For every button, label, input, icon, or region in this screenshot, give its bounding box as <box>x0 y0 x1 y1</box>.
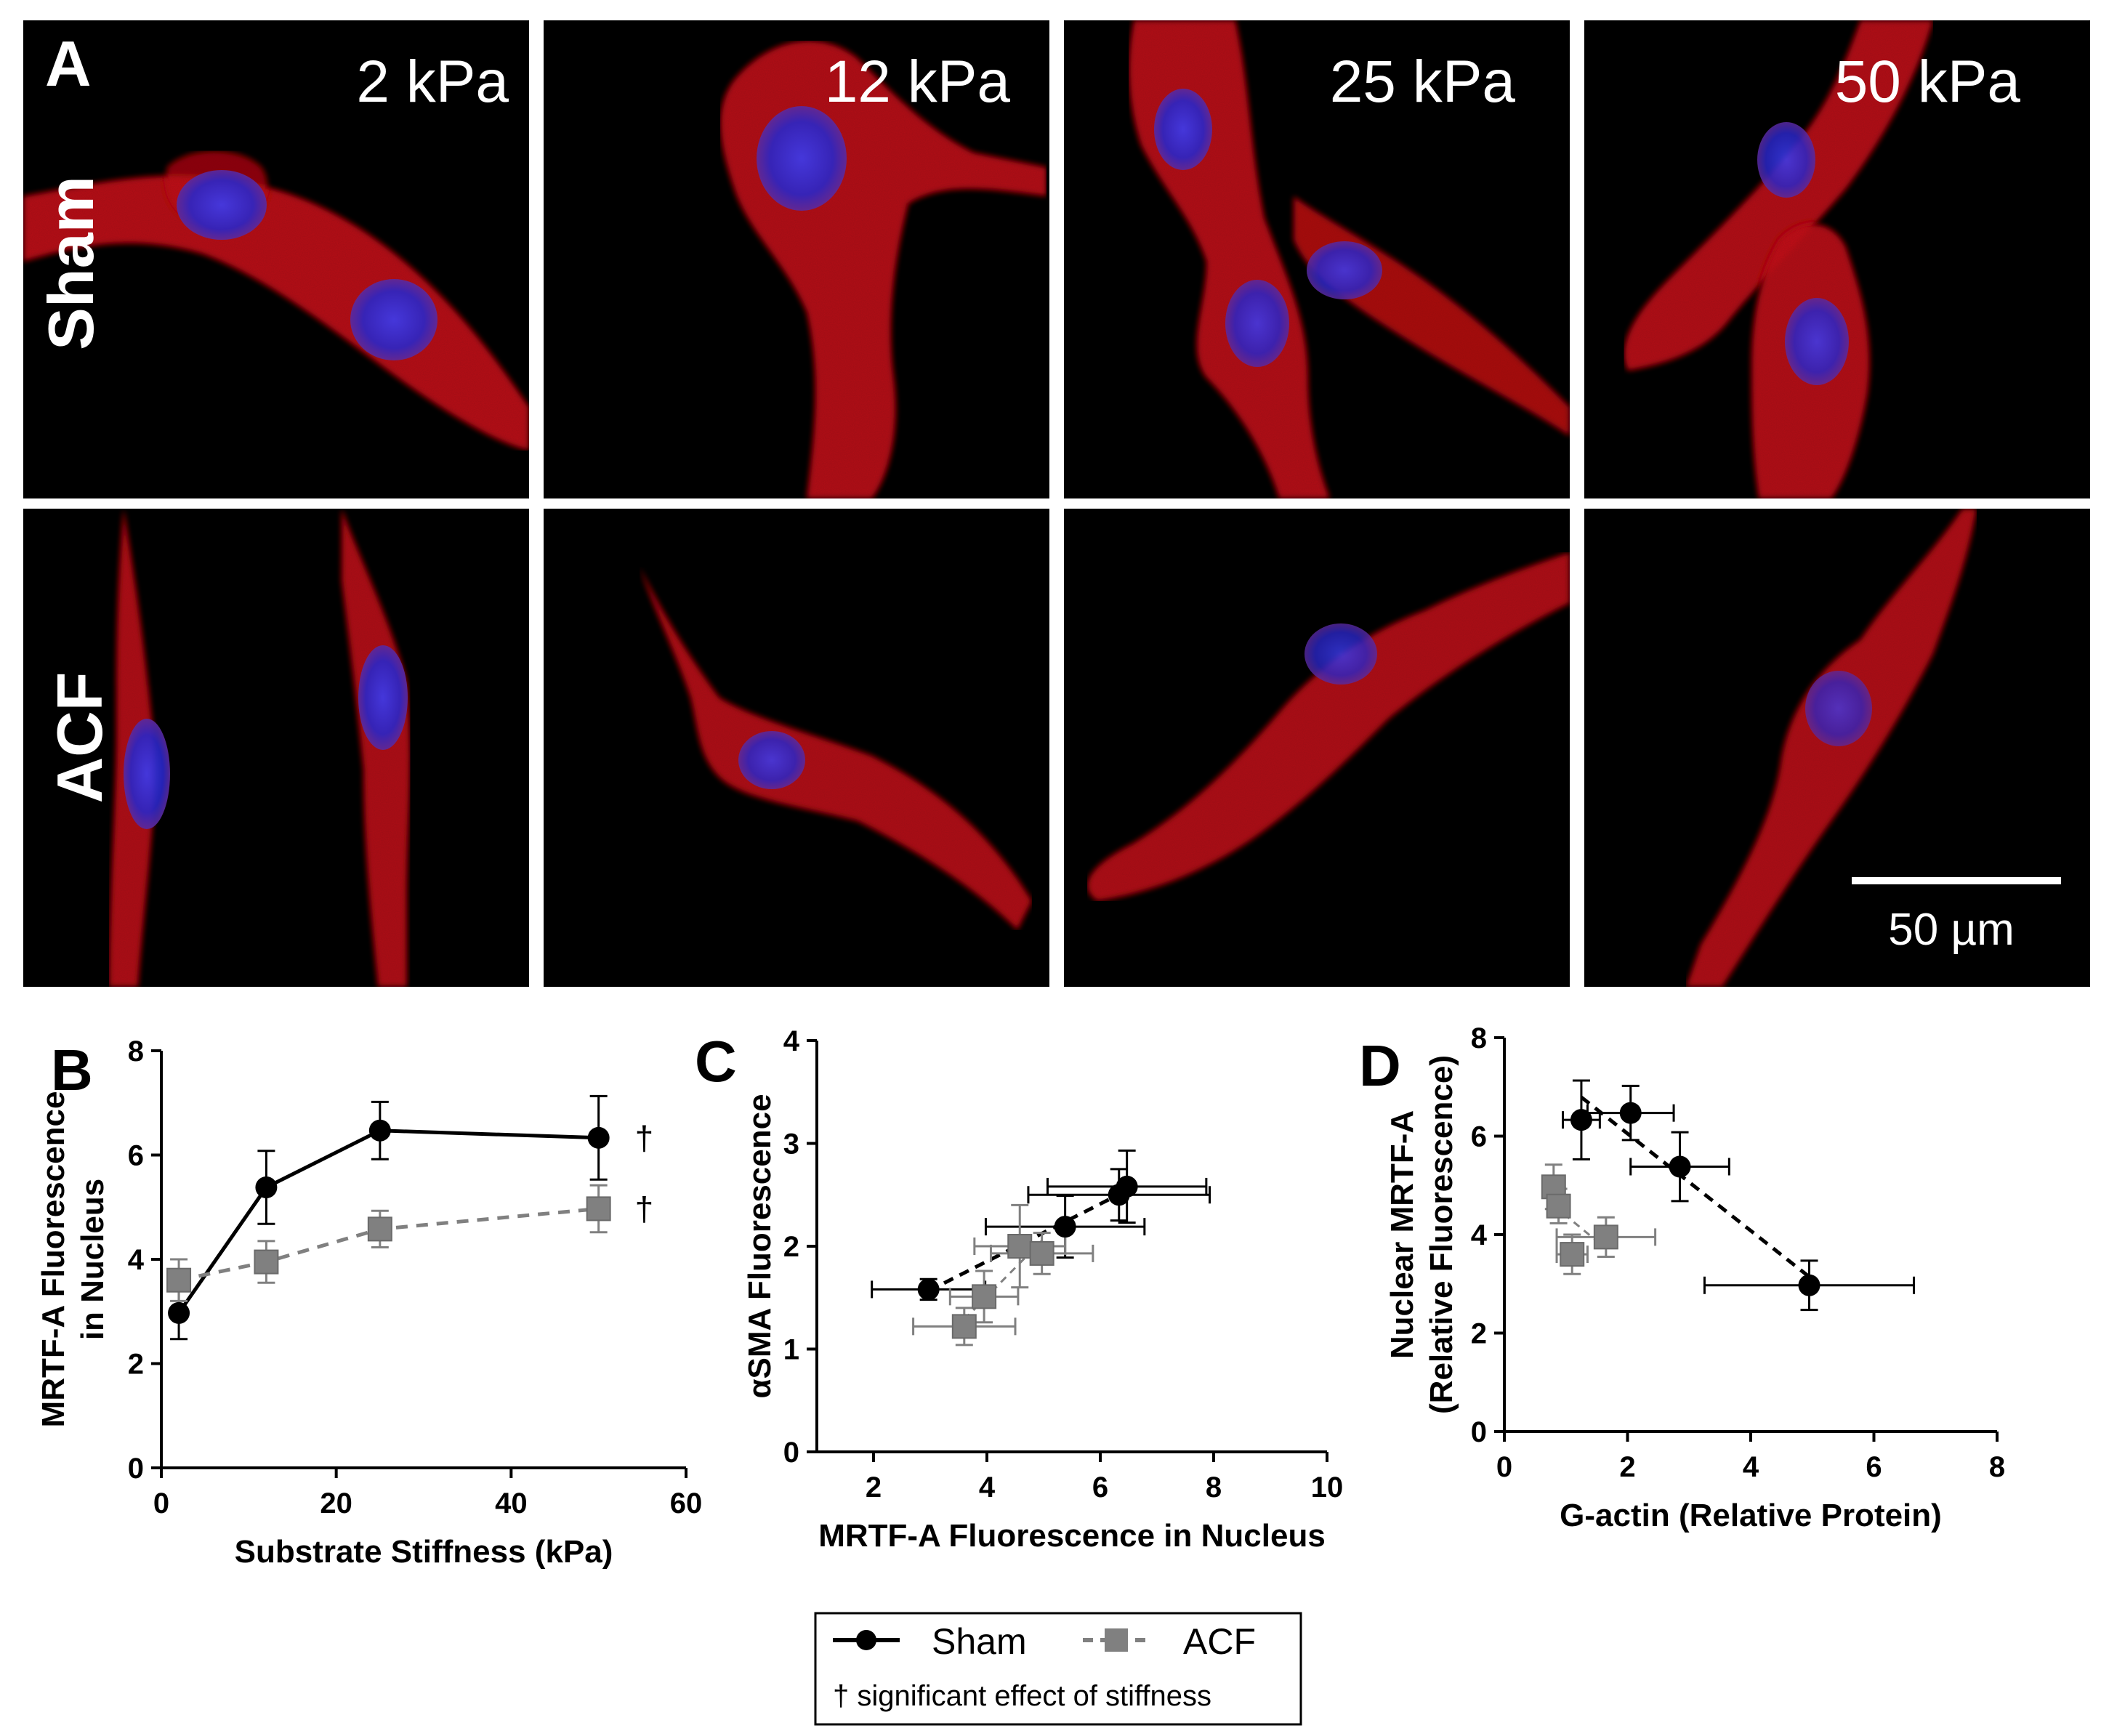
col-label-12kpa: 12 kPa <box>825 49 1011 115</box>
data-point-acf <box>1546 1193 1571 1219</box>
data-point-sham <box>1054 1216 1076 1238</box>
x-axis-title: Substrate Stiffness (kPa) <box>235 1534 613 1570</box>
y-tick-label: 2 <box>783 1231 799 1263</box>
panel-c-chart: C 2 4 6 8 10 0 1 2 3 4 MRTF-A Fluorescence in Nucl… <box>695 1025 1343 1554</box>
data-point-sham <box>255 1176 278 1198</box>
data-point-acf <box>1560 1242 1585 1267</box>
x-tick-label: 2 <box>866 1471 882 1503</box>
y-tick-label: 3 <box>783 1129 799 1160</box>
data-point-acf <box>1593 1224 1618 1250</box>
x-tick-label: 20 <box>320 1487 352 1519</box>
x-tick-label: 2 <box>1619 1451 1635 1483</box>
legend-sham-marker <box>856 1630 876 1650</box>
micrograph-sham-12kpa <box>544 20 1049 498</box>
data-point-sham <box>1798 1274 1820 1296</box>
panel-a-letter: A <box>45 28 92 100</box>
y-axis-title: αSMA Fluorescence <box>742 1094 778 1398</box>
legend-acf-marker <box>1105 1628 1128 1652</box>
x-axis-title: G-actin (Relative Protein) <box>1560 1498 1942 1533</box>
y-tick-label: 2 <box>128 1349 144 1381</box>
y-tick-label: 4 <box>1471 1219 1488 1251</box>
data-point-sham <box>168 1301 190 1324</box>
legend-box <box>814 1612 1302 1726</box>
data-point-acf <box>951 1314 977 1339</box>
data-point-sham <box>1116 1175 1138 1198</box>
dagger-annotation-sham: † <box>635 1119 654 1157</box>
panel-a-micrographs: A 2 kPa 12 kPa 25 kPa 50 kPa Sham ACF 50… <box>23 20 2090 987</box>
col-label-2kpa: 2 kPa <box>356 49 509 115</box>
x-tick-label: 6 <box>1866 1451 1882 1483</box>
dagger-annotation-acf: † <box>635 1190 654 1227</box>
x-tick-label: 8 <box>1989 1451 2005 1483</box>
y-tick-label: 2 <box>1471 1318 1487 1350</box>
x-tick-label: 0 <box>153 1487 169 1519</box>
data-point-acf <box>1007 1234 1033 1259</box>
y-tick-label: 0 <box>1471 1416 1487 1448</box>
y-tick-label: 0 <box>128 1453 144 1485</box>
x-tick-label: 40 <box>495 1487 528 1519</box>
micrograph-sham-2kpa <box>23 20 529 498</box>
data-point-acf <box>972 1284 997 1309</box>
micrograph-acf-50kpa <box>1584 509 2090 987</box>
row-label-sham: Sham <box>35 176 107 350</box>
micrograph-acf-2kpa <box>23 509 529 987</box>
legend-acf-label: ACF <box>1183 1621 1256 1662</box>
y-tick-label: 4 <box>783 1025 800 1057</box>
x-tick-label: 4 <box>1743 1451 1759 1483</box>
data-point-acf <box>367 1216 392 1242</box>
data-point-sham <box>587 1126 610 1149</box>
scale-bar <box>1852 877 2061 884</box>
col-label-50kpa: 50 kPa <box>1835 49 2021 115</box>
panel-c-letter: C <box>695 1029 737 1094</box>
y-tick-label: 8 <box>1471 1022 1487 1054</box>
legend-note: † significant effect of stiffness <box>833 1680 1211 1712</box>
data-point-acf <box>1029 1240 1054 1266</box>
y-tick-label: 6 <box>1471 1121 1487 1153</box>
legend: Sham ACF † significant effect of stiffne… <box>814 1612 1302 1726</box>
y-axis-title: (Relative Fluorescence) <box>1424 1055 1459 1414</box>
x-tick-label: 60 <box>670 1487 703 1519</box>
data-point-sham <box>1669 1155 1691 1178</box>
data-point-sham <box>1619 1102 1642 1124</box>
panel-d-chart: D 0 2 4 6 8 0 2 4 6 8 G-actin (Relative Protein) Nu… <box>1359 1022 2005 1533</box>
col-label-25kpa: 25 kPa <box>1330 49 1516 115</box>
micrograph-sham-25kpa <box>1064 20 1570 498</box>
y-tick-label: 8 <box>128 1035 144 1067</box>
x-tick-label: 4 <box>979 1471 996 1503</box>
x-tick-label: 8 <box>1206 1471 1222 1503</box>
x-tick-label: 0 <box>1496 1451 1512 1483</box>
data-point-sham <box>1570 1109 1592 1131</box>
panel-d-letter: D <box>1359 1033 1401 1098</box>
y-tick-label: 1 <box>783 1334 799 1366</box>
data-point-acf <box>586 1196 611 1222</box>
scale-bar-label: 50 µm <box>1888 905 2015 955</box>
data-point-acf <box>254 1249 279 1275</box>
fit-line-sham <box>1580 1095 1811 1279</box>
y-tick-label: 4 <box>128 1244 145 1276</box>
micrograph-acf-25kpa <box>1064 509 1570 987</box>
micrograph-sham-50kpa <box>1584 20 2090 498</box>
data-point-sham <box>368 1119 391 1142</box>
legend-sham-label: Sham <box>932 1621 1027 1662</box>
y-tick-label: 0 <box>783 1437 799 1469</box>
x-tick-label: 6 <box>1092 1471 1108 1503</box>
data-point-sham <box>917 1278 940 1301</box>
y-axis-title: MRTF-A Fluorescence <box>36 1091 71 1428</box>
x-axis-title: MRTF-A Fluorescence in Nucleus <box>818 1518 1326 1554</box>
series-line-sham <box>177 1129 599 1315</box>
panel-b-letter: B <box>51 1038 93 1102</box>
y-axis-title: Nuclear MRTF-A <box>1384 1110 1420 1359</box>
micrograph-acf-12kpa <box>544 509 1049 987</box>
series-line-acf <box>178 1206 599 1283</box>
y-tick-label: 6 <box>128 1140 144 1172</box>
panel-b-chart: B 0 20 40 60 0 2 4 6 8 Substrate Stiffness (kPa) M… <box>36 1035 702 1570</box>
x-tick-label: 10 <box>1311 1471 1344 1503</box>
data-point-acf <box>166 1267 192 1293</box>
row-label-acf: ACF <box>44 672 116 804</box>
y-axis-title: in Nucleus <box>75 1179 110 1341</box>
